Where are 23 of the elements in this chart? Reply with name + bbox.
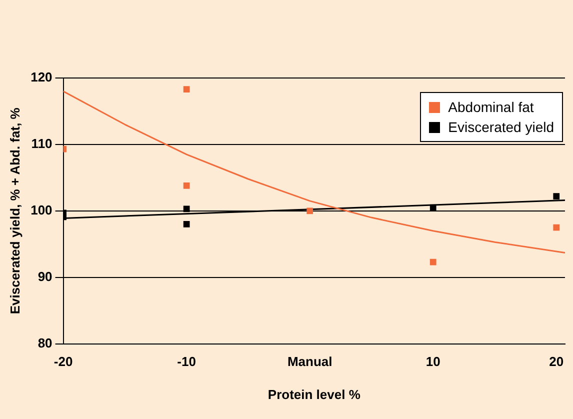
y-tick-label: 80 bbox=[38, 335, 52, 350]
x-tick-label: 20 bbox=[549, 354, 564, 370]
x-tick-label: Manual bbox=[287, 354, 332, 370]
point bbox=[183, 182, 190, 189]
y-tick-label: 110 bbox=[31, 136, 52, 152]
x-tick-label: -10 bbox=[177, 354, 196, 370]
y-axis-title: Eviscerated yield, % + Abd. fat, % bbox=[7, 107, 22, 314]
point bbox=[553, 224, 560, 231]
point bbox=[430, 204, 436, 211]
point bbox=[306, 208, 314, 214]
y-tick-label: 90 bbox=[38, 268, 52, 284]
point bbox=[183, 86, 190, 92]
legend-label: Eviscerated yield bbox=[448, 118, 554, 137]
x-tick-label: 10 bbox=[426, 354, 440, 370]
y-tick-label: 120 bbox=[30, 70, 52, 85]
x-tick-label: -20 bbox=[54, 354, 73, 370]
x-axis-title: Protein level % bbox=[268, 386, 361, 402]
point bbox=[183, 206, 190, 212]
legend-label: Abdominal fat bbox=[448, 98, 534, 117]
y-tick-label: 100 bbox=[30, 202, 52, 218]
point bbox=[183, 221, 190, 228]
point bbox=[430, 258, 436, 266]
point bbox=[553, 193, 560, 200]
